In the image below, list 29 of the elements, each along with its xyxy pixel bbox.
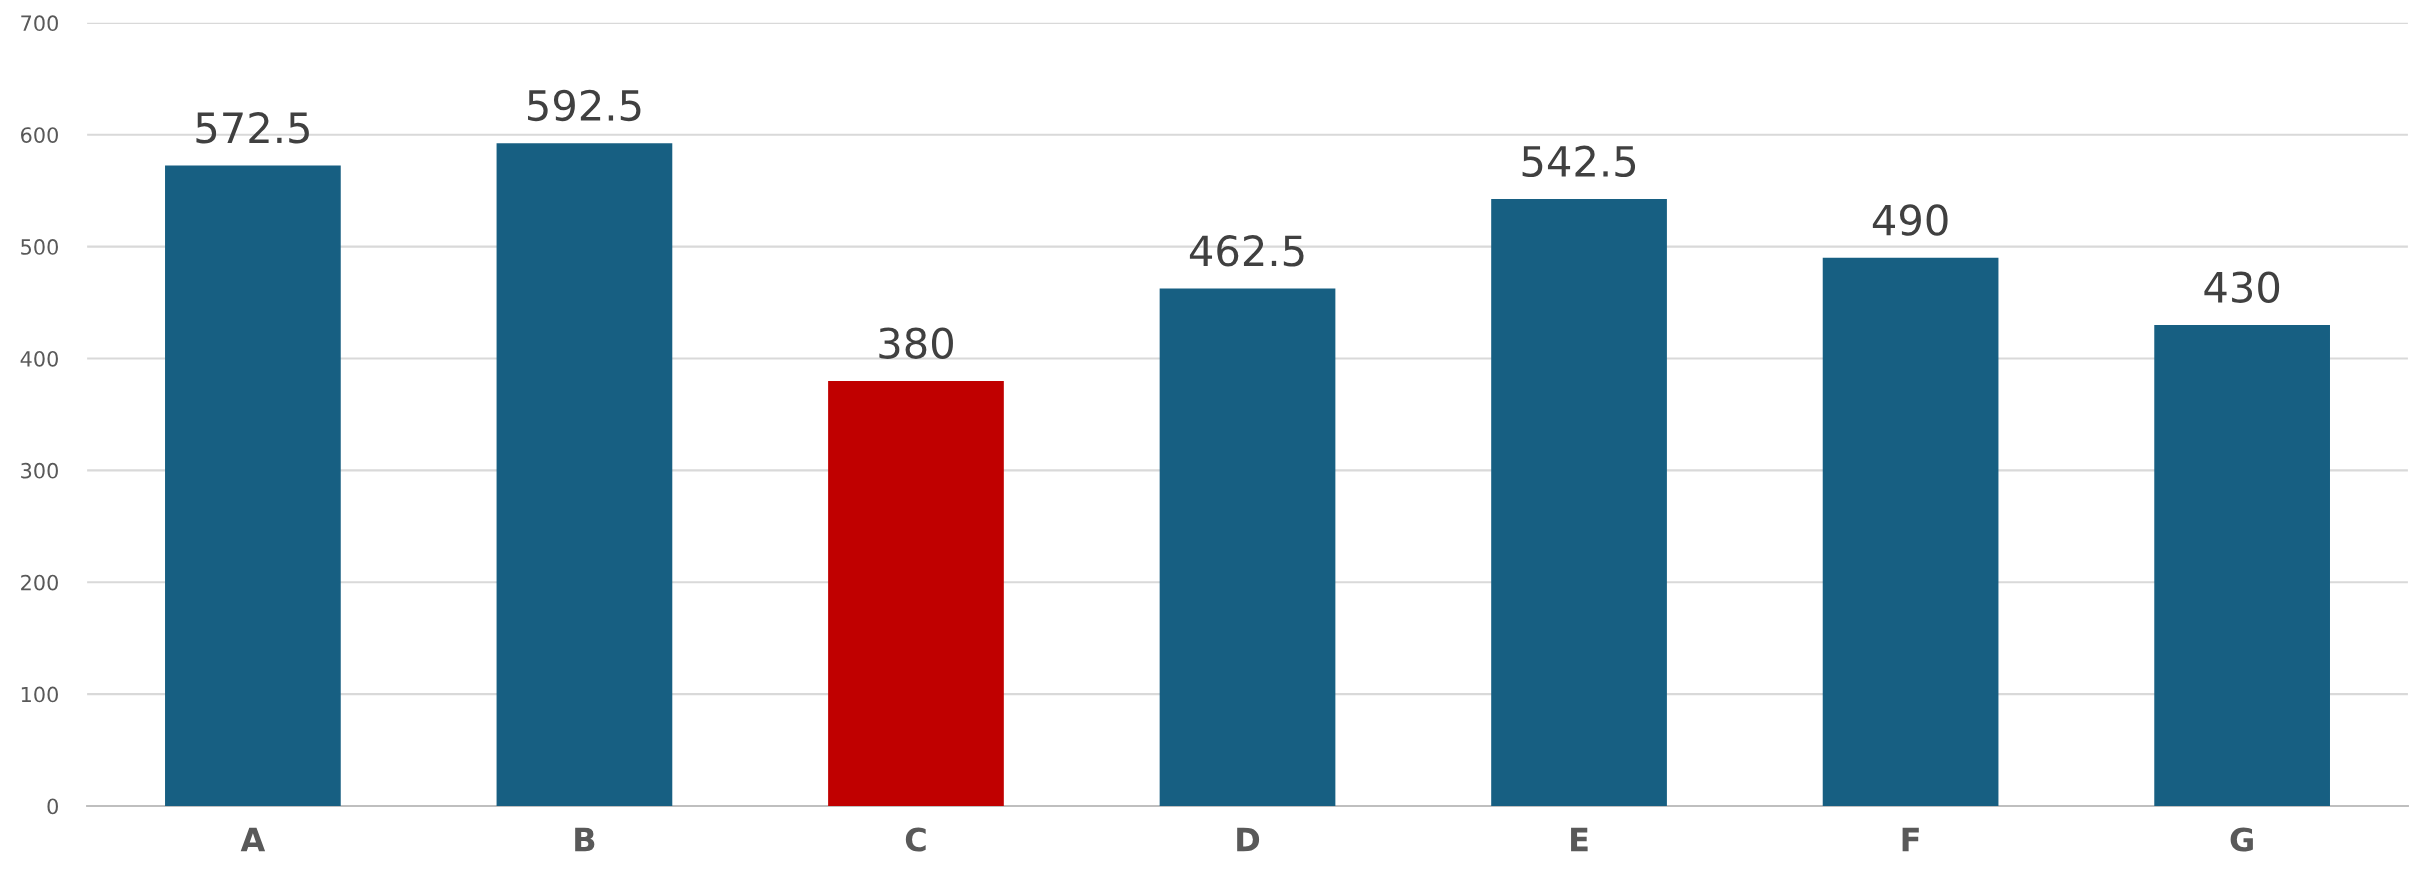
data-label: 430 xyxy=(2204,271,2280,303)
x-tick-label: D xyxy=(1237,827,1260,852)
x-tick-label: C xyxy=(905,827,926,852)
x-tick-label: G xyxy=(2230,827,2253,852)
y-tick-label: 0 xyxy=(47,798,58,815)
data-label: 462.5 xyxy=(1189,235,1304,267)
bar xyxy=(1491,199,1667,807)
x-tick-label: F xyxy=(1902,827,1919,852)
y-tick-label: 600 xyxy=(21,127,58,143)
y-tick-label: 300 xyxy=(21,462,58,479)
bar xyxy=(1159,288,1336,807)
bar xyxy=(165,165,341,807)
bar xyxy=(828,380,1004,807)
data-label: 572.5 xyxy=(196,112,309,144)
data-label: 490 xyxy=(1872,204,1948,236)
bar xyxy=(1822,257,1999,807)
bar xyxy=(2154,324,2330,807)
y-tick-label: 400 xyxy=(20,350,58,367)
bar xyxy=(496,143,673,807)
x-tick-label: B xyxy=(575,827,595,852)
x-tick-label: A xyxy=(240,827,266,852)
y-tick-label: 500 xyxy=(21,239,58,255)
y-tick-label: 100 xyxy=(21,686,58,703)
y-tick-label: 200 xyxy=(21,574,58,591)
data-label: 380 xyxy=(879,327,953,359)
x-tick-label: E xyxy=(1571,827,1588,852)
y-tick-label: 700 xyxy=(21,15,58,32)
data-label: 542.5 xyxy=(1522,145,1636,178)
data-label: 592.5 xyxy=(528,89,641,122)
